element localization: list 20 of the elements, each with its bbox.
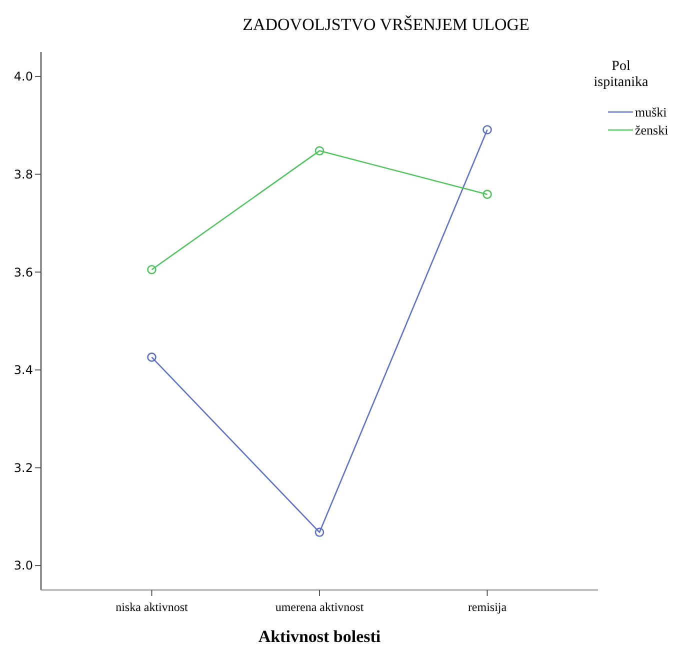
y-tick-label: 3.2 — [14, 460, 33, 475]
y-tick-label: 3.6 — [14, 265, 33, 280]
legend-title: Pol ispitanika — [594, 59, 649, 90]
point — [314, 146, 324, 156]
y-tick-label: 3.4 — [14, 363, 33, 378]
x-axis-title: Aktivnost bolesti — [258, 627, 381, 646]
x-tick-label: umerena aktivnost — [275, 600, 364, 614]
point — [147, 265, 156, 274]
point — [147, 352, 156, 362]
point — [482, 190, 492, 199]
x-tick-label: niska aktivnost — [116, 600, 189, 614]
legend-label: muški — [635, 104, 668, 120]
y-tick-label: 3.0 — [14, 558, 33, 573]
x-tick-label: remisija — [468, 600, 508, 614]
point — [314, 528, 324, 537]
y-tick-label: 4.0 — [14, 70, 33, 84]
chart-title: ZADOVOLJSTVO VRŠENJEM ULOGE — [242, 15, 530, 34]
legend-label: ženski — [635, 122, 669, 138]
point — [482, 125, 492, 134]
y-tick-label: 3.8 — [14, 167, 33, 182]
